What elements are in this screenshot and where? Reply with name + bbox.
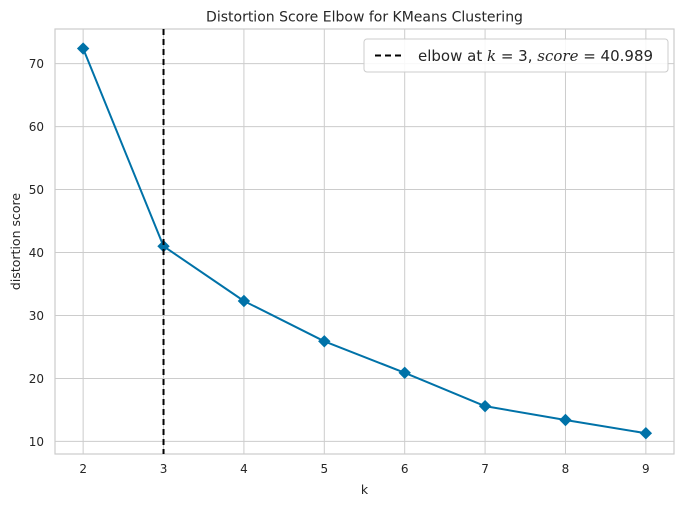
x-tick-label: 8: [562, 462, 570, 476]
x-tick-label: 6: [401, 462, 409, 476]
y-tick-label: 60: [29, 120, 44, 134]
x-axis-label: k: [361, 482, 369, 497]
y-tick-label: 50: [29, 183, 44, 197]
legend-label: elbow at k = 3, score = 40.989: [418, 47, 653, 65]
legend-k-eq: = 3,: [496, 47, 537, 65]
data-point-marker: [237, 294, 251, 308]
legend-score-var: score: [537, 47, 578, 65]
y-axis-label: distortion score: [8, 193, 23, 290]
data-point-marker: [478, 399, 492, 413]
x-tick-label: 2: [79, 462, 87, 476]
x-tick-label: 7: [481, 462, 489, 476]
legend-score-eq: = 40.989: [578, 47, 653, 65]
y-tick-label: 30: [29, 309, 44, 323]
legend-box: [363, 38, 669, 73]
plot-frame: [54, 28, 675, 455]
data-point-marker: [639, 427, 653, 440]
y-tick-label: 70: [29, 57, 44, 71]
data-point-marker: [157, 240, 170, 253]
distortion-series-line: [82, 48, 647, 435]
legend-prefix: elbow at: [418, 47, 487, 65]
y-tick-label: 40: [29, 246, 44, 260]
y-tick-label: 20: [29, 372, 44, 386]
data-point-marker: [318, 335, 331, 348]
data-point-marker: [76, 42, 90, 55]
x-tick-label: 3: [160, 462, 168, 476]
x-tick-label: 4: [240, 462, 248, 476]
chart-title: Distortion Score Elbow for KMeans Cluste…: [206, 10, 523, 26]
legend-k-var: k: [487, 47, 496, 65]
y-tick-label: 10: [29, 435, 44, 449]
legend: elbow at k = 3, score = 40.989: [363, 38, 669, 73]
x-tick-label: 5: [320, 462, 328, 476]
x-tick-label: 9: [642, 462, 650, 476]
data-point-marker: [559, 413, 572, 427]
data-point-marker: [398, 366, 411, 379]
